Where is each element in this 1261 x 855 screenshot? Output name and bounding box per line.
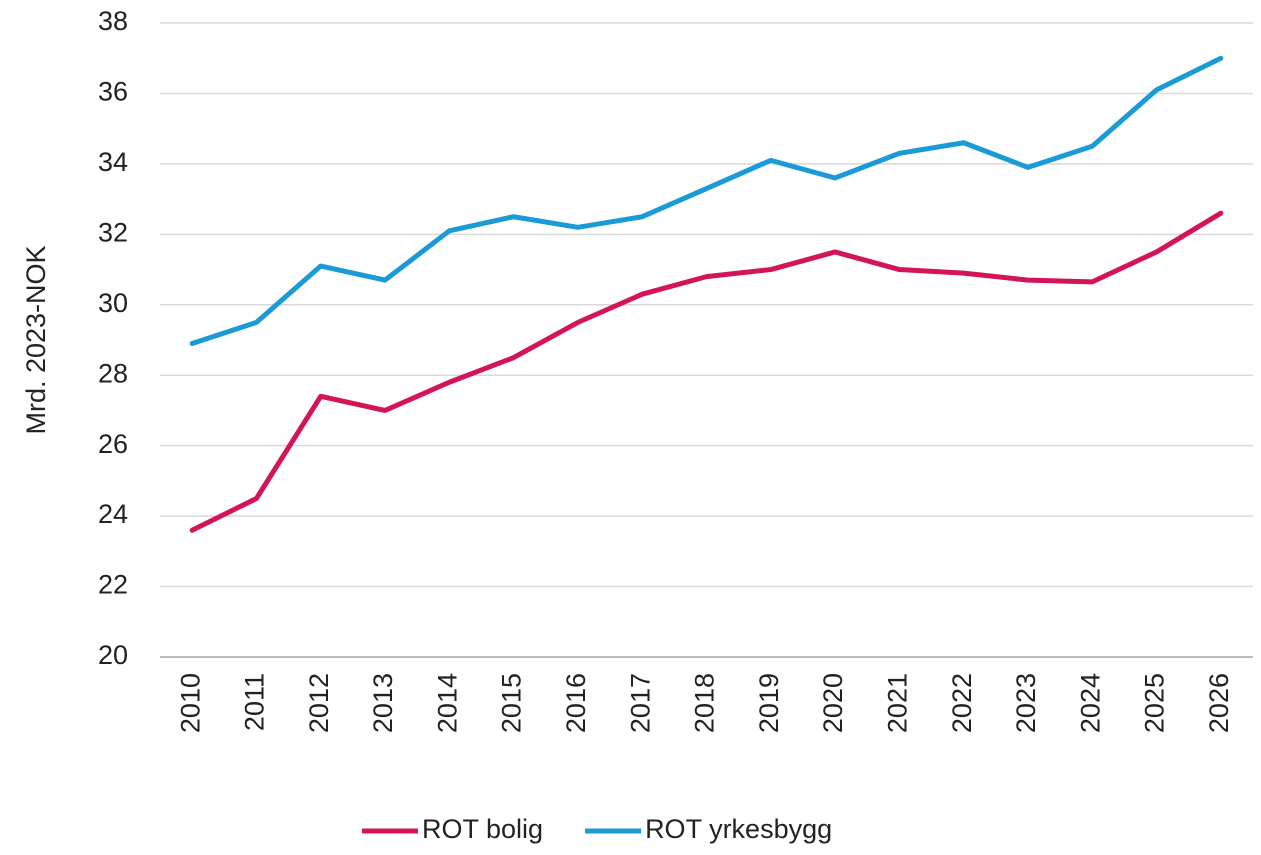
y-tick-label: 24 (98, 499, 128, 529)
y-tick-label: 26 (98, 429, 128, 459)
y-tick-label: 32 (98, 217, 128, 247)
x-tick-label: 2018 (690, 673, 720, 733)
x-tick-label: 2023 (1011, 673, 1041, 733)
x-tick-label: 2021 (883, 673, 913, 733)
y-tick-label: 36 (98, 77, 128, 107)
x-tick-label: 2017 (625, 673, 655, 733)
x-tick-label: 2014 (432, 673, 462, 733)
x-tick-label: 2012 (304, 673, 334, 733)
x-tick-label: 2024 (1075, 673, 1105, 733)
x-tick-label: 2015 (497, 673, 527, 733)
legend-label: ROT bolig (422, 814, 543, 844)
y-tick-label: 34 (98, 147, 128, 177)
y-tick-label: 30 (98, 288, 128, 318)
line-series (189, 55, 1224, 347)
x-tick-label: 2010 (175, 673, 205, 733)
legend-label: ROT yrkesbygg (645, 814, 832, 844)
y-tick-label: 38 (98, 6, 128, 36)
x-tick-label: 2019 (754, 673, 784, 733)
x-tick-label: 2011 (240, 673, 270, 731)
y-tick-label: 28 (98, 358, 128, 388)
x-tick-label: 2016 (561, 673, 591, 733)
x-tick-label: 2022 (947, 673, 977, 733)
y-axis-label: Mrd. 2023-NOK (21, 245, 51, 434)
y-tick-label: 20 (98, 640, 128, 670)
line-series (189, 210, 1224, 533)
x-tick-label: 2025 (1140, 673, 1170, 733)
x-tick-label: 2026 (1204, 673, 1234, 733)
x-tick-label: 2020 (818, 673, 848, 733)
x-tick-label: 2013 (368, 673, 398, 733)
y-tick-label: 22 (98, 570, 128, 600)
